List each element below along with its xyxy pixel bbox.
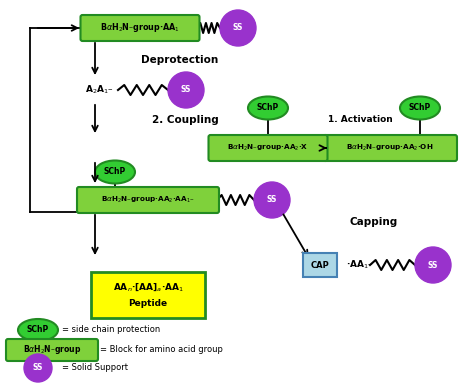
Text: SS: SS xyxy=(428,261,438,269)
Text: B$\alpha$H$_2$N–group·AA$_2$·OH: B$\alpha$H$_2$N–group·AA$_2$·OH xyxy=(346,143,434,153)
Text: = Solid Support: = Solid Support xyxy=(62,364,128,372)
Text: SChP: SChP xyxy=(27,325,49,335)
FancyBboxPatch shape xyxy=(6,339,98,361)
Circle shape xyxy=(415,247,451,283)
Circle shape xyxy=(24,354,52,382)
Ellipse shape xyxy=(400,96,440,120)
Ellipse shape xyxy=(248,96,288,120)
Text: SS: SS xyxy=(233,24,243,32)
Text: B$\alpha$H$_2$N–group·AA$_2$·X: B$\alpha$H$_2$N–group·AA$_2$·X xyxy=(228,143,309,153)
Text: ·AA$_1$–: ·AA$_1$– xyxy=(346,259,374,271)
Text: B$\alpha$H$_2$N–group·AA$_2$·AA$_1$–: B$\alpha$H$_2$N–group·AA$_2$·AA$_1$– xyxy=(101,195,195,205)
FancyBboxPatch shape xyxy=(303,253,337,277)
FancyBboxPatch shape xyxy=(91,272,205,318)
Text: 1. Activation: 1. Activation xyxy=(328,115,392,125)
Text: B$\alpha$H$_2$N–group·AA$_1$: B$\alpha$H$_2$N–group·AA$_1$ xyxy=(100,22,180,34)
FancyBboxPatch shape xyxy=(323,135,457,161)
Text: SChP: SChP xyxy=(257,103,279,112)
FancyBboxPatch shape xyxy=(81,15,200,41)
Text: = Block for amino acid group: = Block for amino acid group xyxy=(100,345,223,354)
Text: AA$_n$·[AA]$_a$·AA$_1$: AA$_n$·[AA]$_a$·AA$_1$ xyxy=(112,281,183,293)
Circle shape xyxy=(168,72,204,108)
Text: SS: SS xyxy=(267,195,277,205)
Text: Deprotection: Deprotection xyxy=(141,55,219,65)
Circle shape xyxy=(220,10,256,46)
Text: CAP: CAP xyxy=(310,261,329,269)
FancyBboxPatch shape xyxy=(209,135,328,161)
Ellipse shape xyxy=(95,161,135,183)
Ellipse shape xyxy=(18,319,58,341)
Text: A$_2$A$_1$–: A$_2$A$_1$– xyxy=(85,84,114,96)
FancyBboxPatch shape xyxy=(77,187,219,213)
Text: Capping: Capping xyxy=(350,217,398,227)
Text: Peptide: Peptide xyxy=(128,298,168,308)
Text: SS: SS xyxy=(33,364,43,372)
Text: SS: SS xyxy=(181,86,191,95)
Text: = side chain protection: = side chain protection xyxy=(62,325,160,335)
Text: SChP: SChP xyxy=(409,103,431,112)
Text: SChP: SChP xyxy=(104,168,126,176)
Circle shape xyxy=(254,182,290,218)
Text: 2. Coupling: 2. Coupling xyxy=(152,115,219,125)
Text: B$\alpha$H$_2$N–group: B$\alpha$H$_2$N–group xyxy=(23,344,81,357)
